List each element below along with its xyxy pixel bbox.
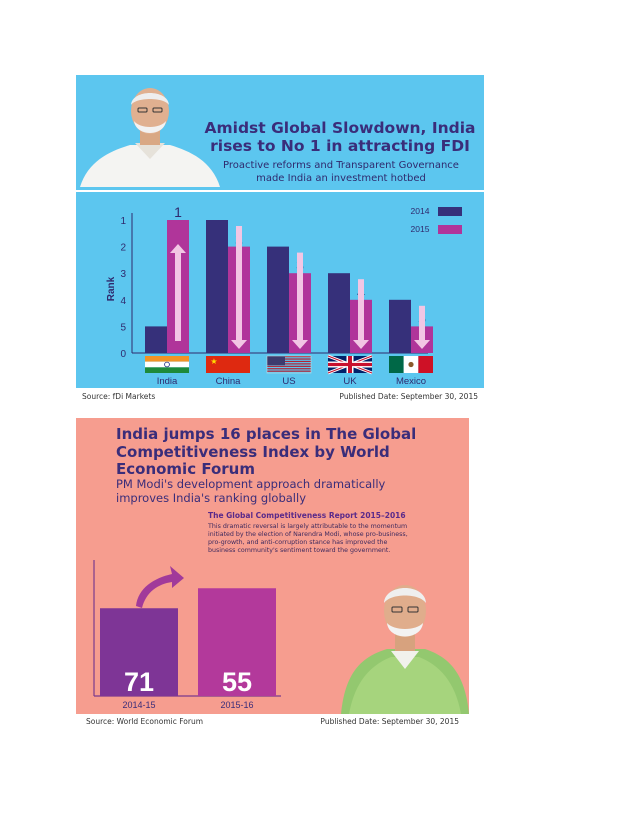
gci-title-line2: Competitiveness Index by World [116,442,390,461]
gci-title: India jumps 16 places in The Global Comp… [116,425,456,479]
us-flag [266,355,312,374]
gci-subtitle: PM Modi's development approach dramatica… [116,477,446,505]
x-tick-label: India [157,376,178,387]
fdi-title: Amidst Global Slowdown, India rises to N… [204,119,476,155]
gci-footer: Source: World Economic Forum Published D… [76,714,469,731]
bar-2014-china [206,220,228,353]
mexico-flag [389,356,433,373]
published-date: Published Date: September 30, 2015 [339,392,478,401]
y-axis-label: Rank [106,276,117,301]
published-date: Published Date: September 30, 2015 [320,717,459,726]
china-flag: ★ [206,356,250,373]
source-text: Source: World Economic Forum [86,717,204,726]
data-label: 55 [222,667,252,697]
header-divider [76,190,484,192]
fdi-title-line2: rises to No 1 in attracting FDI [210,137,470,155]
report-body: This dramatic reversal is largely attrib… [208,523,464,555]
y-tick-label: 5 [120,322,126,333]
india-flag [145,356,189,373]
x-tick-label: Mexico [396,376,426,387]
bar-2014-us [267,246,289,353]
fdi-subtitle-line1: Proactive reforms and Transparent Govern… [223,160,459,171]
gci-title-line3: Economic Forum [116,460,255,478]
competitiveness-infographic: India jumps 16 places in The Global Comp… [76,418,469,731]
uk-flag [327,354,373,375]
source-text: Source: fDi Markets [82,392,156,401]
legend-label: 2015 [411,224,430,234]
down-arrow-icon [353,279,369,349]
report-line2: initiated by the election of Narendra Mo… [208,531,408,538]
y-tick-label: 0 [120,349,126,360]
bar-2014-15 [100,608,178,696]
down-arrow-icon [231,226,247,349]
fdi-infographic: Amidst Global Slowdown, India rises to N… [76,75,484,406]
y-tick-label: 2 [120,243,126,254]
bar-2014-india [145,326,167,353]
x-tick-label: 2015-16 [220,700,253,710]
legend-swatch [438,225,462,234]
data-label: 1 [174,204,182,220]
down-arrow-icon [292,252,308,349]
gci-subtitle-line1: PM Modi's development approach dramatica… [116,477,386,491]
bar-2015-16 [198,588,276,696]
legend-label: 2014 [411,206,430,216]
portrait-photo [341,585,469,714]
data-label: 71 [124,667,154,697]
fdi-footer: Source: fDi Markets Published Date: Sept… [76,388,484,406]
report-line1: This dramatic reversal is largely attrib… [208,523,408,530]
down-arrow-icon [414,305,430,349]
bar-2014-mexico [389,299,411,353]
curved-arrow-icon [136,566,184,608]
report-line4: business community's sentiment toward th… [208,547,391,554]
portrait-photo [80,88,220,187]
bar-2014-uk [328,273,350,353]
x-tick-label: China [216,376,242,387]
y-tick-label: 1 [120,216,126,227]
fdi-header: Amidst Global Slowdown, India rises to N… [76,75,484,187]
fdi-title-line1: Amidst Global Slowdown, India [204,119,476,137]
report-quote: The Global Competitiveness Report 2015–2… [208,511,464,555]
x-tick-label: UK [343,376,357,387]
y-tick-label: 4 [120,296,126,307]
gci-rank-chart: 71 2014-15 55 2015-16 [93,560,281,710]
fdi-subtitle-line2: made India an investment hotbed [256,173,426,184]
fdi-subtitle: Proactive reforms and Transparent Govern… [210,159,472,185]
x-tick-label: 2014-15 [122,700,155,710]
y-tick-label: 3 [120,269,126,280]
x-tick-label: US [282,376,295,387]
report-line3: pro-growth, and anti-corruption stance h… [208,539,388,546]
legend-swatch [438,207,462,216]
report-title: The Global Competitiveness Report 2015–2… [208,511,406,520]
svg-text:★: ★ [210,357,217,366]
gci-title-line1: India jumps 16 places in The Global [116,425,417,443]
up-arrow-icon [170,244,186,341]
gci-subtitle-line2: improves India's ranking globally [116,490,307,505]
